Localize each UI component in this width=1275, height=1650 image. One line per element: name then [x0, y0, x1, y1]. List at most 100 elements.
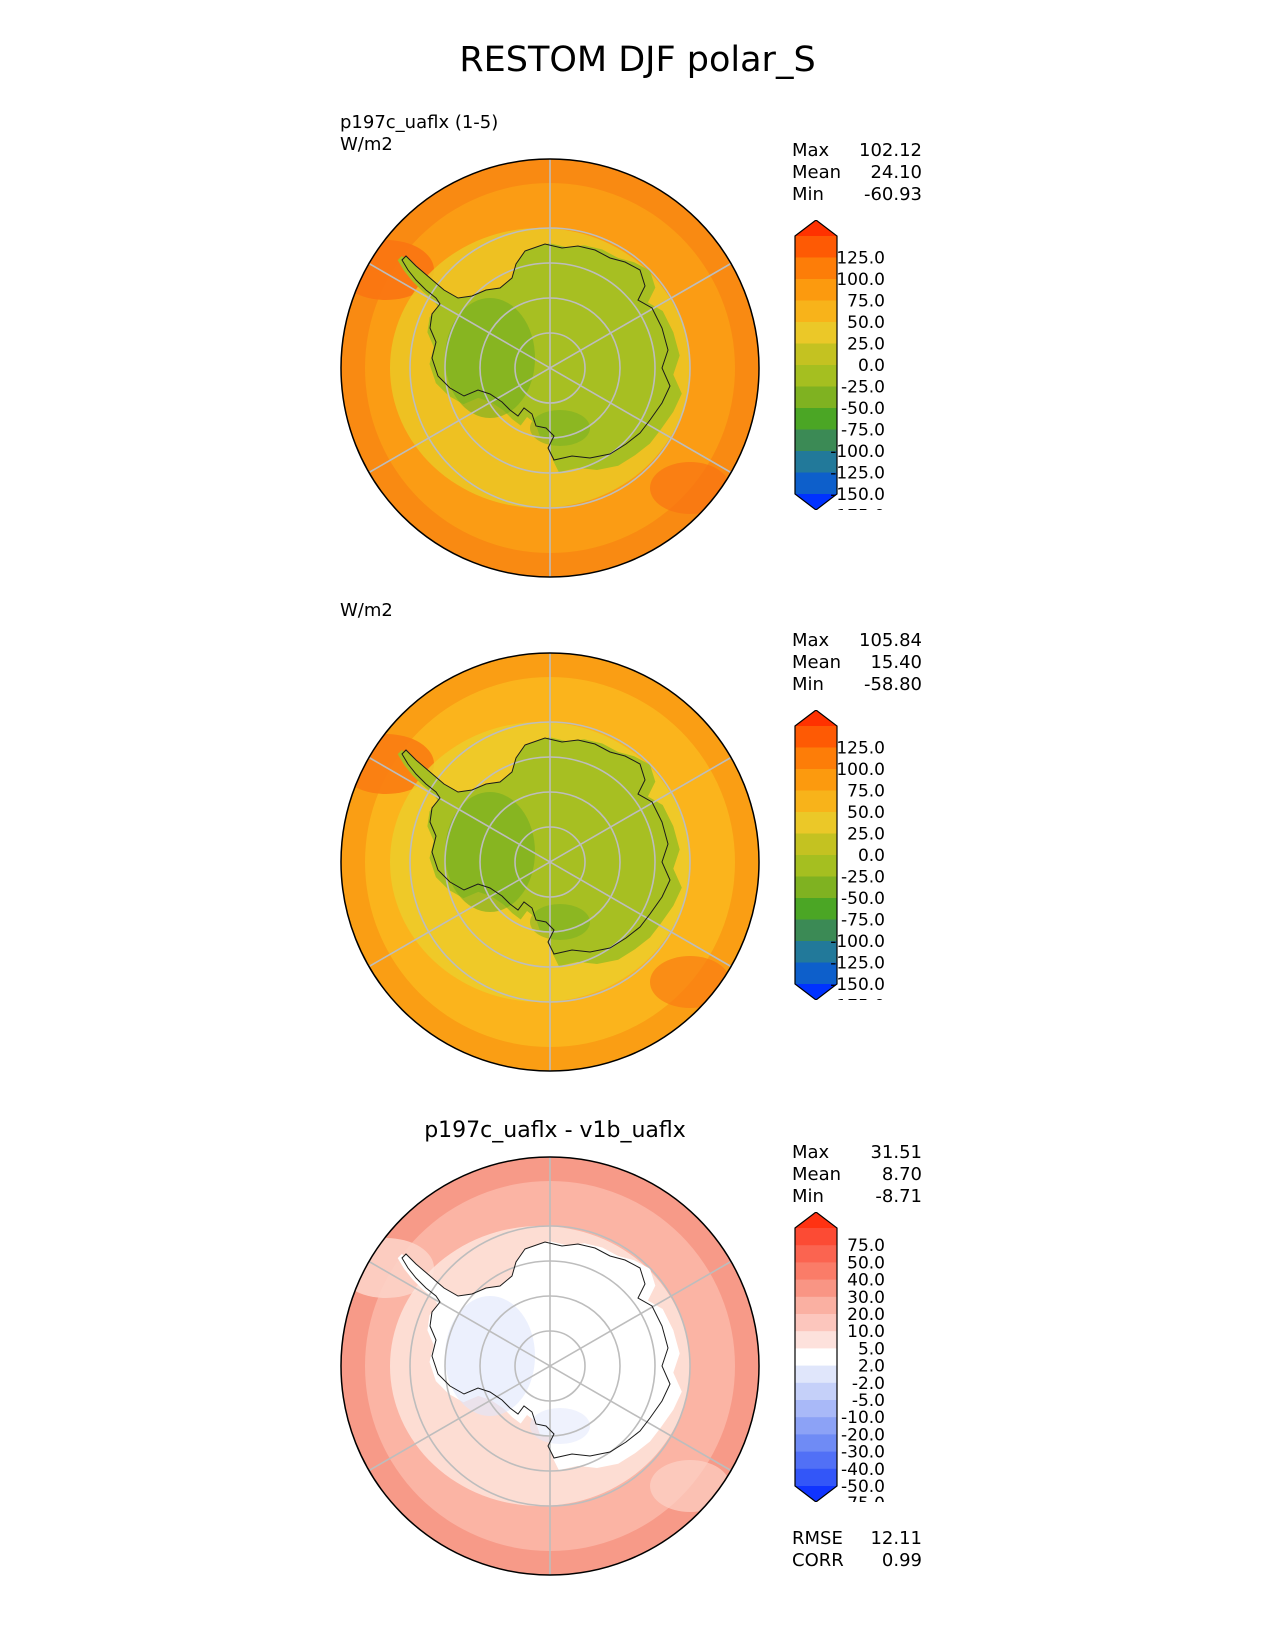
colorbar-tick-label: -175.0 [830, 997, 885, 1001]
colorbar-tick-label: -40.0 [841, 1460, 885, 1480]
colorbar-segment [795, 1228, 837, 1246]
colorbar-segment [795, 408, 837, 430]
ocean-patch [650, 1460, 730, 1512]
stat-max: 105.84 [859, 630, 922, 651]
colorbar-tick-label: -150.0 [830, 975, 885, 995]
colorbar-tick-label: 50.0 [847, 1253, 885, 1273]
graticule [368, 653, 732, 1071]
stat-max-label: Max [792, 630, 830, 651]
colorbar-segment [795, 279, 837, 301]
colorbar-tick-label: -100.0 [830, 442, 885, 462]
continent-fill [402, 1242, 670, 1458]
colorbar-tick-label: 40.0 [847, 1271, 885, 1291]
polar-map [340, 158, 760, 578]
colorbar-segment [795, 386, 837, 409]
colorbar-segment [795, 747, 837, 770]
continent-shade [530, 1408, 590, 1444]
stat-mean: 24.10 [870, 162, 922, 183]
colorbar-outline [794, 1212, 838, 1502]
stat-max: 102.12 [859, 140, 922, 161]
corr-value: 0.99 [881, 1550, 922, 1571]
colorbar-tick-label: -50.0 [841, 889, 885, 909]
continent-shade [530, 410, 590, 446]
colorbar: 125.0100.075.050.025.00.0-25.0-50.0-75.0… [794, 220, 885, 511]
colorbar-segment [795, 1468, 837, 1487]
colorbar-tick-label: -5.0 [852, 1391, 885, 1411]
continent-shade [445, 298, 535, 418]
panel-difference: p197c_uaflx - v1b_uaflx Max 31.51 Mean 8.7… [0, 1100, 1275, 1580]
colorbar-tick-label: 0.0 [858, 846, 885, 866]
colorbar-tick-label: -10.0 [841, 1408, 885, 1428]
colorbar-tick-label: 100.0 [836, 760, 885, 780]
stat-min: -8.71 [875, 1186, 922, 1207]
colorbar-segment [795, 833, 837, 856]
colorbar-segment [795, 1279, 837, 1298]
colorbar-tick-label: -175.0 [830, 507, 885, 511]
colorbar-tick-label: 75.0 [847, 782, 885, 802]
panel-label: W/m2 [340, 600, 393, 622]
map-border [340, 158, 760, 578]
panel-label: p197c_uaflx (1-5) W/m2 [340, 112, 498, 156]
colorbar-tick-label: -125.0 [830, 954, 885, 974]
colorbar-outline [794, 220, 838, 510]
panel-units: W/m2 [340, 134, 393, 155]
colorbar-segment [795, 855, 837, 877]
continent-shade [445, 792, 535, 912]
colorbar-segment [795, 1331, 837, 1349]
colorbar-segment [795, 1348, 837, 1367]
stat-min-label: Min [792, 674, 824, 695]
colorbar-segment [795, 898, 837, 920]
colorbar: 125.0100.075.050.025.00.0-25.0-50.0-75.0… [794, 710, 885, 1001]
colorbar-tick-label: 30.0 [847, 1288, 885, 1308]
stat-min-label: Min [792, 184, 824, 205]
colorbar-tick-label: 125.0 [836, 739, 885, 759]
colorbar-segment [795, 919, 837, 942]
map-border [340, 652, 760, 1072]
stat-min: -60.93 [863, 184, 922, 205]
colorbar-tick-label: -50.0 [841, 1477, 885, 1497]
colorbar-segment [795, 726, 837, 748]
colorbar-segment [795, 1417, 837, 1435]
coastline [401, 1241, 671, 1459]
colorbar-tick-label: -20.0 [841, 1425, 885, 1445]
colorbar-extend-min [795, 984, 837, 1000]
colorbar-segment [795, 1382, 837, 1401]
colorbar-segment [795, 429, 837, 452]
colorbar-tick-label: -150.0 [830, 485, 885, 505]
panel-test: p197c_uaflx (1-5) W/m2 Max 102.12 Mean 24.… [0, 108, 1275, 588]
colorbar-tick-label: 0.0 [858, 356, 885, 376]
colorbar-tick-label: 25.0 [847, 825, 885, 845]
stat-mean-label: Mean [792, 1164, 842, 1185]
map-border [340, 1156, 760, 1576]
colorbar-segment [795, 1245, 837, 1263]
rmse-value: 12.11 [870, 1528, 922, 1549]
graticule [368, 159, 732, 577]
colorbar-segment [795, 1400, 837, 1418]
colorbar-tick-label: 2.0 [858, 1357, 885, 1377]
colorbar-segment [795, 941, 837, 963]
colorbar-segment [795, 451, 837, 473]
colorbar-tick-label: 75.0 [847, 292, 885, 312]
panel-label-line1: p197c_uaflx (1-5) [340, 112, 499, 133]
colorbar-segment [795, 236, 837, 258]
colorbar-tick-label: 50.0 [847, 313, 885, 333]
colorbar-tick-label: 20.0 [847, 1305, 885, 1325]
colorbar-tick-label: -75.0 [841, 1494, 885, 1502]
colorbar-segment [795, 812, 837, 834]
continent-shade [530, 904, 590, 940]
polar-map [340, 1156, 760, 1576]
coastline [401, 737, 671, 955]
colorbar-segment [795, 1365, 837, 1384]
colorbar-tick-label: -75.0 [841, 911, 885, 931]
continent-fill [402, 244, 670, 460]
corr-label: CORR [792, 1550, 844, 1571]
colorbar-segment [795, 1314, 837, 1332]
polar-map [340, 652, 760, 1072]
colorbar-extend-min [795, 1486, 837, 1502]
figure-title: RESTOM DJF polar_S [459, 40, 816, 80]
colorbar-segment [795, 790, 837, 813]
colorbar-segment [795, 962, 837, 985]
meridian-line [368, 756, 732, 968]
colorbar-segment [795, 322, 837, 344]
panel-subtitle: p197c_uaflx - v1b_uaflx [424, 1118, 686, 1143]
